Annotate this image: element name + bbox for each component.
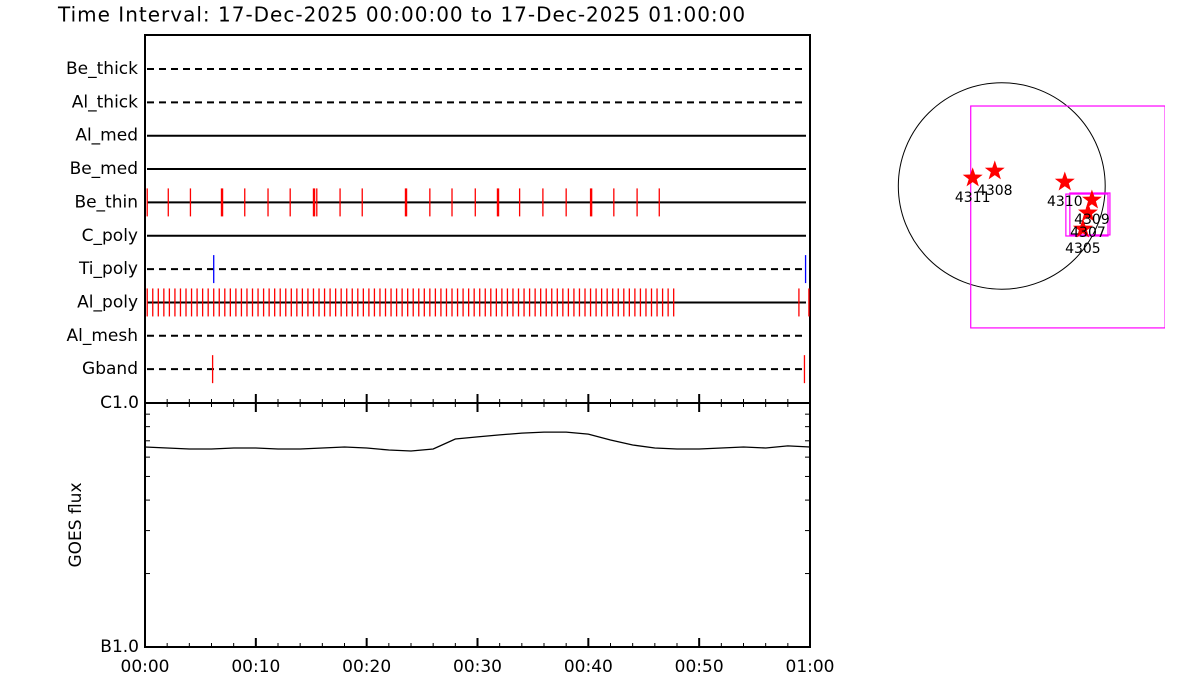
row-label: Al_med <box>75 126 138 146</box>
region-star <box>1078 202 1098 222</box>
region-label: 4309 <box>1074 212 1110 228</box>
row-label: Ti_poly <box>78 259 138 279</box>
row-label: C_poly <box>82 226 138 246</box>
fov-box <box>1069 192 1111 236</box>
region-star <box>1054 171 1075 191</box>
region-star <box>984 160 1005 180</box>
region-star <box>962 167 983 187</box>
y-tick-label: B1.0 <box>100 637 139 657</box>
region-label: 4308 <box>977 183 1013 199</box>
row-label: Gband <box>82 359 138 379</box>
y-axis-label: GOES flux <box>66 482 86 567</box>
plot-frame <box>144 34 811 648</box>
row-label: Be_thick <box>66 59 138 79</box>
region-label: 4305 <box>1065 241 1101 257</box>
x-tick-label: 00:30 <box>453 657 502 677</box>
goes-line <box>144 431 811 452</box>
region-star <box>1082 189 1102 209</box>
region-label: 4307 <box>1070 225 1106 241</box>
row-label: Al_thick <box>72 92 138 112</box>
row-label: Be_med <box>70 159 138 179</box>
region-star <box>1072 218 1093 238</box>
x-tick-label: 00:40 <box>564 657 613 677</box>
region-label: 4311 <box>955 190 991 206</box>
x-tick-label: 00:50 <box>675 657 724 677</box>
x-tick-label: 00:20 <box>342 657 391 677</box>
fov-box <box>970 105 1165 329</box>
row-label: Al_poly <box>77 292 138 312</box>
y-tick-label: C1.0 <box>100 393 139 413</box>
x-tick-label: 00:10 <box>231 657 280 677</box>
solar-limb <box>897 82 1106 290</box>
row-label: Al_mesh <box>66 326 138 346</box>
row-label: Be_thin <box>74 192 138 212</box>
x-tick-label: 01:00 <box>786 657 835 677</box>
chart-title: Time Interval: 17-Dec-2025 00:00:00 to 1… <box>57 3 746 27</box>
x-tick-label: 00:00 <box>121 657 170 677</box>
region-label: 4310 <box>1047 194 1083 210</box>
